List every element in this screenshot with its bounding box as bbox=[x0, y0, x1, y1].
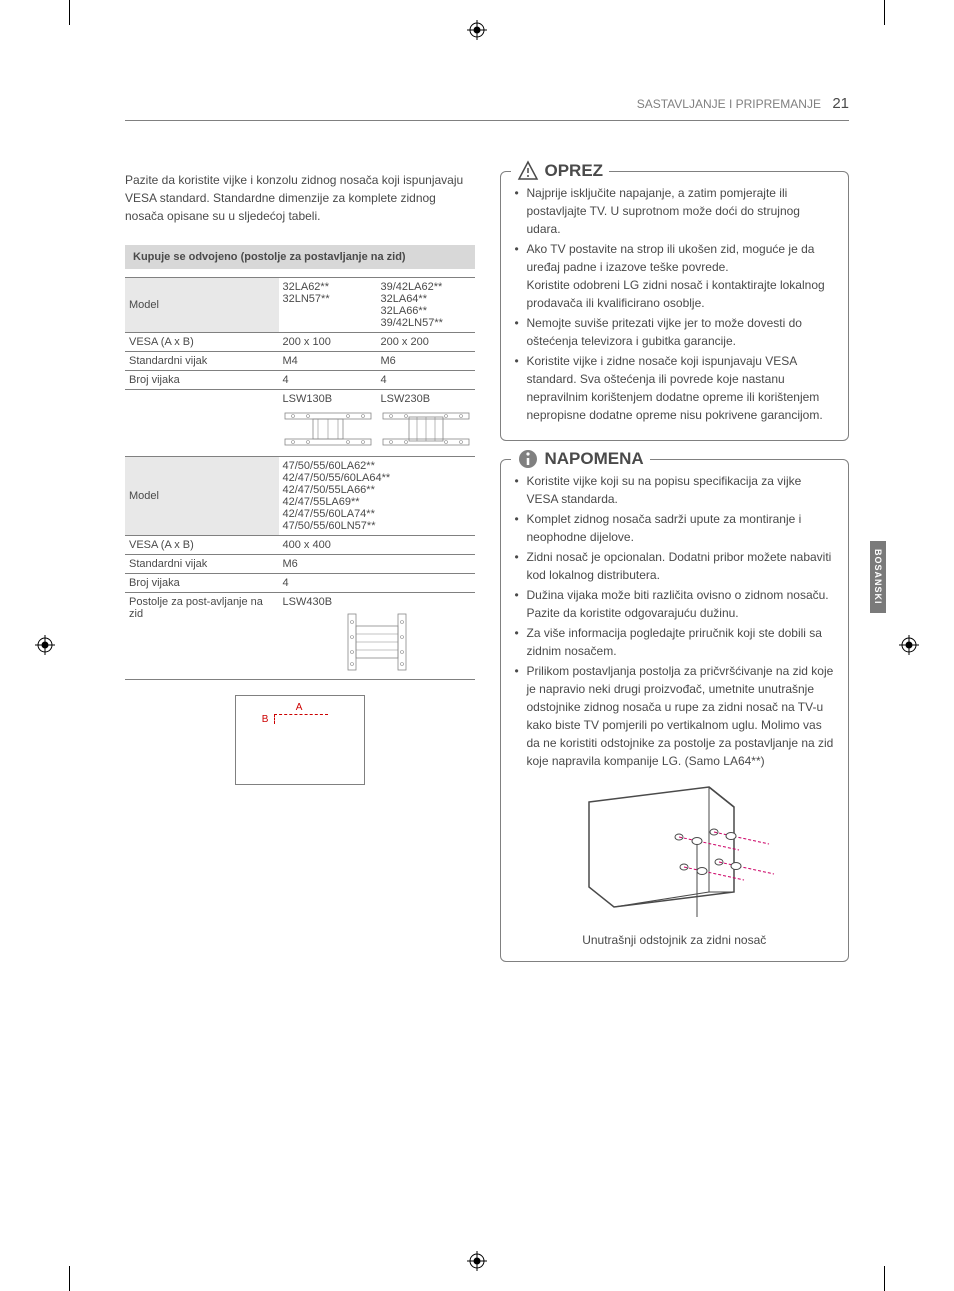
crop-mark bbox=[69, 1266, 70, 1291]
info-circle-icon bbox=[517, 448, 539, 470]
note-callout: NAPOMENA Koristite vijke koji su na popi… bbox=[500, 459, 850, 962]
list-item: Zidni nosač je opcionalan. Dodatni pribo… bbox=[515, 548, 835, 584]
list-item: Koristite vijke i zidne nosače koji ispu… bbox=[515, 352, 835, 424]
vesa-dimension-diagram: A B bbox=[235, 695, 365, 785]
table-cell: 39/42LA62** 32LA64** 32LA66** 39/42LN57*… bbox=[377, 278, 475, 333]
caution-title: OPREZ bbox=[545, 161, 604, 181]
bracket-illustration-icon bbox=[342, 612, 412, 672]
note-list: Koristite vijke koji su na popisu specif… bbox=[515, 472, 835, 770]
section-title: SASTAVLJANJE I PRIPREMANJE bbox=[637, 97, 821, 111]
page-header: SASTAVLJANJE I PRIPREMANJE 21 bbox=[125, 95, 849, 121]
dimension-label-b: B bbox=[262, 714, 269, 725]
table-cell: Standardni vijak bbox=[125, 555, 279, 574]
table-cell: 4 bbox=[279, 371, 377, 390]
vesa-table-1: Model 32LA62** 32LN57** 39/42LA62** 32LA… bbox=[125, 277, 475, 680]
table-cell: M6 bbox=[377, 352, 475, 371]
warning-triangle-icon bbox=[517, 160, 539, 182]
list-item: Za više informacija pogledajte priručnik… bbox=[515, 624, 835, 660]
crop-mark bbox=[884, 1266, 885, 1291]
table-cell bbox=[125, 390, 279, 457]
list-item: Ako TV postavite na strop ili ukošen zid… bbox=[515, 240, 835, 312]
table-cell: LSW130B bbox=[279, 390, 377, 457]
language-tab: BOSANSKI bbox=[870, 541, 886, 613]
list-item: Koristite vijke koji su na popisu specif… bbox=[515, 472, 835, 508]
table-cell: 200 x 100 bbox=[279, 333, 377, 352]
table-cell: 47/50/55/60LA62** 42/47/50/55/60LA64** 4… bbox=[279, 457, 475, 536]
list-item: Prilikom postavljanja postolja za pričvr… bbox=[515, 662, 835, 770]
bracket-illustration-icon bbox=[283, 409, 373, 449]
table-cell: LSW430B bbox=[279, 593, 475, 680]
registration-mark-icon bbox=[467, 1251, 487, 1271]
table-cell: 400 x 400 bbox=[279, 536, 475, 555]
table-cell: VESA (A x B) bbox=[125, 536, 279, 555]
list-item: Dužina vijaka može biti različita ovisno… bbox=[515, 586, 835, 622]
table-cell: M4 bbox=[279, 352, 377, 371]
table-cell: VESA (A x B) bbox=[125, 333, 279, 352]
list-item: Komplet zidnog nosača sadrži upute za mo… bbox=[515, 510, 835, 546]
dimension-label-a: A bbox=[296, 702, 303, 713]
dimension-line bbox=[274, 714, 328, 715]
bracket-model: LSW130B bbox=[283, 393, 333, 405]
page-number: 21 bbox=[832, 95, 849, 112]
table-header: Model bbox=[125, 278, 279, 333]
crop-mark bbox=[884, 0, 885, 25]
table-cell: 200 x 200 bbox=[377, 333, 475, 352]
table-cell: M6 bbox=[279, 555, 475, 574]
table-cell: 4 bbox=[279, 574, 475, 593]
registration-mark-icon bbox=[899, 635, 919, 655]
right-column: OPREZ Najprije isključite napajanje, a z… bbox=[500, 171, 850, 980]
intro-paragraph: Pazite da koristite vijke i konzolu zidn… bbox=[125, 171, 475, 225]
registration-mark-icon bbox=[467, 20, 487, 40]
registration-mark-icon bbox=[35, 635, 55, 655]
table-cell: Standardni vijak bbox=[125, 352, 279, 371]
tv-illustration: Unutrašnji odstojnik za zidni nosač bbox=[515, 782, 835, 947]
table-header: Model bbox=[125, 457, 279, 536]
tv-mount-spacer-icon bbox=[569, 782, 779, 922]
list-item: Nemojte suviše pritezati vijke jer to mo… bbox=[515, 314, 835, 350]
bracket-model: LSW430B bbox=[283, 596, 333, 608]
illustration-caption: Unutrašnji odstojnik za zidni nosač bbox=[515, 933, 835, 947]
table-cell: Broj vijaka bbox=[125, 371, 279, 390]
page-content: SASTAVLJANJE I PRIPREMANJE 21 Pazite da … bbox=[125, 95, 849, 1196]
table-caption: Kupuje se odvojeno (postolje za postavlj… bbox=[125, 245, 475, 269]
bracket-model: LSW230B bbox=[381, 393, 431, 405]
list-item: Najprije isključite napajanje, a zatim p… bbox=[515, 184, 835, 238]
table-cell: LSW230B bbox=[377, 390, 475, 457]
dimension-line bbox=[274, 714, 275, 724]
table-cell: 32LA62** 32LN57** bbox=[279, 278, 377, 333]
table-cell: Broj vijaka bbox=[125, 574, 279, 593]
caution-list: Najprije isključite napajanje, a zatim p… bbox=[515, 184, 835, 424]
caution-callout: OPREZ Najprije isključite napajanje, a z… bbox=[500, 171, 850, 441]
table-cell: 4 bbox=[377, 371, 475, 390]
crop-mark bbox=[69, 0, 70, 25]
note-title: NAPOMENA bbox=[545, 449, 644, 469]
table-cell: Postolje za post-avljanje na zid bbox=[125, 593, 279, 680]
bracket-illustration-icon bbox=[381, 409, 471, 449]
left-column: Pazite da koristite vijke i konzolu zidn… bbox=[125, 171, 475, 980]
